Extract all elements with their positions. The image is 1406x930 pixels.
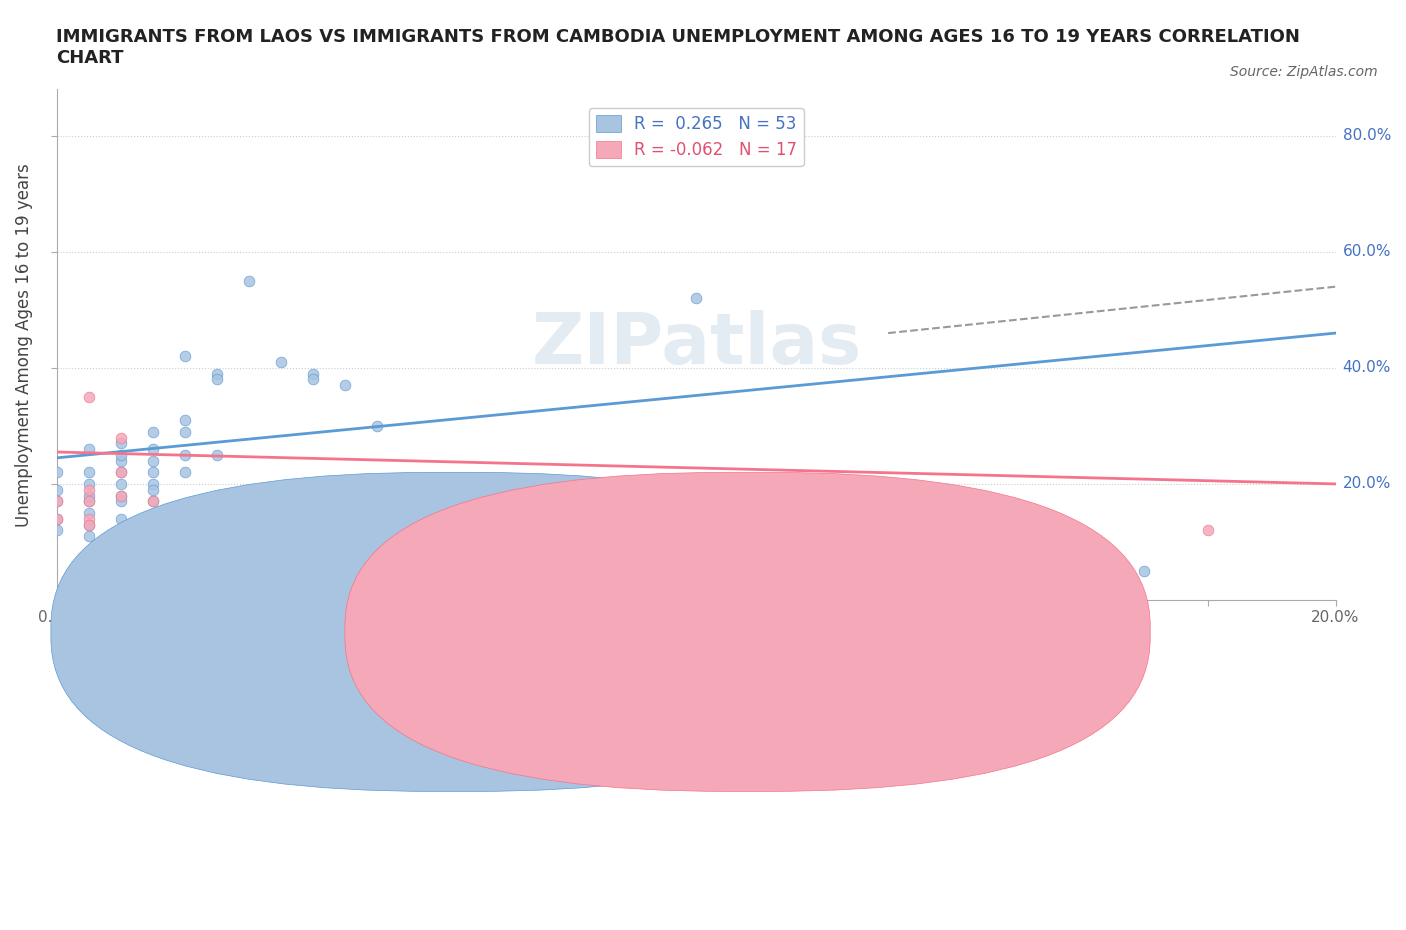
Point — [333, 378, 356, 392]
Point — [77, 512, 100, 526]
Point — [77, 488, 100, 503]
Point — [77, 506, 100, 521]
Point — [46, 512, 69, 526]
Y-axis label: Unemployment Among Ages 16 to 19 years: Unemployment Among Ages 16 to 19 years — [15, 163, 32, 526]
Point — [142, 476, 165, 491]
Point — [110, 488, 132, 503]
Point — [526, 535, 548, 550]
Point — [174, 413, 197, 428]
Legend: R =  0.265   N = 53, R = -0.062   N = 17: R = 0.265 N = 53, R = -0.062 N = 17 — [589, 108, 804, 166]
Point — [110, 465, 132, 480]
Point — [110, 453, 132, 468]
Point — [77, 465, 100, 480]
Point — [46, 483, 69, 498]
Point — [1133, 564, 1156, 578]
Point — [142, 465, 165, 480]
Point — [142, 512, 165, 526]
Point — [142, 453, 165, 468]
FancyBboxPatch shape — [344, 472, 1150, 791]
Text: 60.0%: 60.0% — [1343, 245, 1391, 259]
Point — [366, 418, 388, 433]
Point — [494, 540, 516, 555]
Point — [46, 512, 69, 526]
Text: Immigrants from Cambodia: Immigrants from Cambodia — [718, 631, 929, 645]
Point — [46, 465, 69, 480]
FancyBboxPatch shape — [51, 472, 856, 791]
Point — [142, 494, 165, 509]
Point — [142, 494, 165, 509]
Text: 20.0%: 20.0% — [1343, 476, 1391, 491]
Point — [1069, 558, 1091, 573]
Point — [77, 494, 100, 509]
Point — [110, 488, 132, 503]
Point — [110, 494, 132, 509]
Point — [77, 494, 100, 509]
Point — [238, 499, 260, 514]
Text: IMMIGRANTS FROM LAOS VS IMMIGRANTS FROM CAMBODIA UNEMPLOYMENT AMONG AGES 16 TO 1: IMMIGRANTS FROM LAOS VS IMMIGRANTS FROM … — [56, 28, 1301, 67]
Point — [685, 291, 707, 306]
Point — [302, 366, 325, 381]
Point — [110, 436, 132, 451]
Point — [142, 424, 165, 439]
Text: ZIPatlas: ZIPatlas — [531, 311, 862, 379]
Point — [238, 273, 260, 288]
Text: Immigrants from Laos: Immigrants from Laos — [446, 631, 614, 645]
Text: 80.0%: 80.0% — [1343, 128, 1391, 143]
Point — [77, 517, 100, 532]
Point — [110, 430, 132, 445]
Point — [142, 517, 165, 532]
Point — [46, 494, 69, 509]
Point — [46, 494, 69, 509]
Point — [110, 465, 132, 480]
Point — [110, 447, 132, 462]
Point — [142, 442, 165, 457]
Point — [205, 372, 228, 387]
Point — [429, 535, 451, 550]
Point — [77, 528, 100, 543]
Point — [174, 424, 197, 439]
Point — [77, 476, 100, 491]
Point — [302, 523, 325, 538]
Point — [77, 483, 100, 498]
Point — [77, 517, 100, 532]
Point — [1197, 523, 1219, 538]
Point — [205, 506, 228, 521]
Point — [174, 349, 197, 364]
Point — [270, 354, 292, 369]
Point — [142, 483, 165, 498]
Text: 40.0%: 40.0% — [1343, 361, 1391, 376]
Point — [77, 442, 100, 457]
Point — [46, 523, 69, 538]
Point — [398, 546, 420, 561]
Point — [302, 372, 325, 387]
Point — [174, 447, 197, 462]
Point — [110, 512, 132, 526]
Point — [110, 476, 132, 491]
Text: Source: ZipAtlas.com: Source: ZipAtlas.com — [1230, 65, 1378, 79]
Point — [205, 447, 228, 462]
Point — [174, 465, 197, 480]
Point — [77, 390, 100, 405]
Point — [302, 506, 325, 521]
Point — [205, 366, 228, 381]
Point — [461, 517, 484, 532]
Point — [461, 546, 484, 561]
Point — [174, 499, 197, 514]
